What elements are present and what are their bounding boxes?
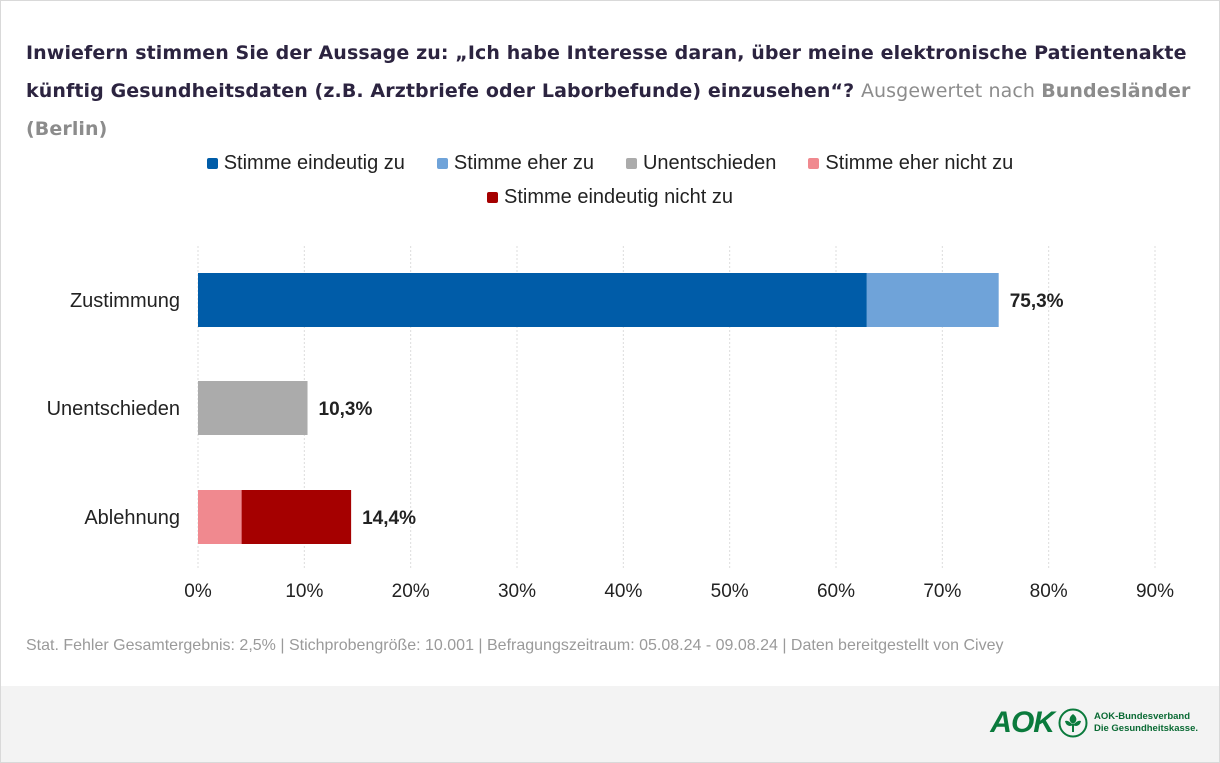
legend-row: Stimme eindeutig nicht zu — [0, 180, 1220, 214]
legend-swatch — [436, 157, 448, 169]
legend-label: Stimme eindeutig nicht zu — [503, 185, 733, 208]
logo-tagline: AOK-Bundesverband Die Gesundheitskasse. — [1094, 711, 1198, 735]
bar-segment — [198, 381, 308, 435]
legend-item: Stimme eindeutig zu — [206, 151, 405, 175]
legend-item: Unentschieden — [625, 151, 777, 175]
legend-label: Unentschieden — [642, 151, 777, 174]
subtitle-region: Bundesländer (Berlin) — [26, 80, 1191, 140]
x-tick-label: 80% — [1030, 581, 1068, 602]
legend-swatch — [625, 157, 637, 169]
footer-band — [1, 686, 1219, 762]
x-tick-label: 90% — [1136, 581, 1174, 602]
aok-logo: AOK AOK-Bundesverband Die Gesundheitskas… — [990, 706, 1198, 740]
title-subtitle: Ausgewertet nach Bundesländer (Berlin) — [26, 80, 1190, 140]
category-label: Zustimmung — [70, 290, 180, 312]
legend-swatch — [206, 157, 218, 169]
logo-tag-line1: AOK-Bundesverband — [1093, 711, 1191, 722]
x-tick-label: 70% — [923, 581, 961, 602]
x-tick-label: 40% — [604, 581, 642, 602]
x-tick-label: 30% — [498, 581, 536, 602]
category-label: Ablehnung — [84, 507, 180, 529]
footnote: Stat. Fehler Gesamtergebnis: 2,5% | Stic… — [26, 637, 1004, 654]
total-label: 10,3% — [319, 399, 373, 420]
legend-label: Stimme eindeutig zu — [223, 151, 405, 174]
legend-item: Stimme eher nicht zu — [808, 152, 1013, 175]
legend-row: Stimme eindeutig zu Stimme eher zu Unentsc… — [0, 146, 1220, 180]
legend-swatch — [486, 191, 498, 203]
legend-swatch — [808, 157, 820, 169]
x-tick-label: 10% — [285, 581, 323, 602]
x-tick-label: 50% — [711, 581, 749, 602]
x-tick-label: 60% — [817, 581, 855, 602]
legend-label: Stimme eher zu — [453, 151, 594, 174]
bar-chart: 0% 10% 20% 30% 40% 50% 60% 70% 80% 90% Zustimmung 7… — [47, 246, 1174, 602]
category-label: Unentschieden — [47, 398, 180, 420]
legend-item: Stimme eindeutig nicht zu — [486, 185, 733, 209]
title-question: Inwiefern stimmen Sie der Aussage zu: „I… — [26, 42, 1187, 102]
chart-title: Inwiefern stimmen Sie der Aussage zu: „I… — [26, 34, 1196, 148]
bar-segment — [241, 490, 352, 544]
total-label: 14,4% — [362, 508, 416, 529]
tree-icon — [1058, 708, 1088, 738]
logo-tag-line2: Die Gesundheitskasse. — [1093, 723, 1198, 734]
bar-segment — [198, 490, 242, 544]
logo-wordmark: AOK — [990, 706, 1055, 739]
bar-segment — [198, 273, 867, 327]
x-tick-label: 0% — [184, 581, 212, 602]
subtitle-prefix: Ausgewertet nach — [860, 80, 1036, 102]
legend-label: Stimme eher nicht zu — [825, 151, 1014, 174]
bar-segment — [866, 273, 999, 327]
legend-item: Stimme eher zu — [436, 151, 594, 175]
legend: Stimme eindeutig zu Stimme eher zu Unentsc… — [0, 146, 1220, 214]
total-label: 75,3% — [1010, 291, 1064, 312]
x-tick-label: 20% — [392, 581, 430, 602]
